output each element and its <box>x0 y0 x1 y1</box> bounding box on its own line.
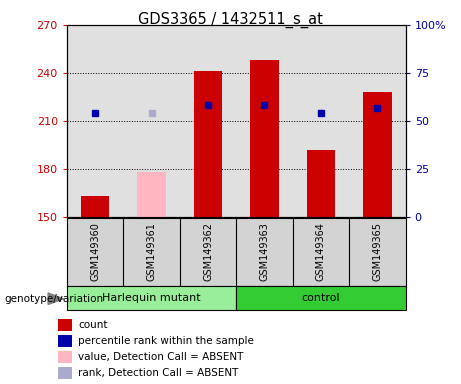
Text: GSM149364: GSM149364 <box>316 222 326 281</box>
Bar <box>307 150 335 217</box>
Bar <box>137 172 165 217</box>
Bar <box>236 286 406 310</box>
Text: genotype/variation: genotype/variation <box>5 294 104 304</box>
Text: GSM149363: GSM149363 <box>260 222 270 281</box>
Text: GSM149361: GSM149361 <box>147 222 157 281</box>
Polygon shape <box>48 293 64 305</box>
Text: control: control <box>301 293 340 303</box>
Bar <box>58 351 71 363</box>
Text: rank, Detection Call = ABSENT: rank, Detection Call = ABSENT <box>78 368 239 379</box>
Bar <box>194 71 222 217</box>
Bar <box>58 367 71 379</box>
Bar <box>363 92 391 217</box>
Text: GSM149362: GSM149362 <box>203 222 213 281</box>
Bar <box>58 335 71 347</box>
Text: GSM149360: GSM149360 <box>90 222 100 281</box>
Bar <box>58 319 71 331</box>
Text: GDS3365 / 1432511_s_at: GDS3365 / 1432511_s_at <box>138 12 323 28</box>
Text: value, Detection Call = ABSENT: value, Detection Call = ABSENT <box>78 352 243 362</box>
Text: Harlequin mutant: Harlequin mutant <box>102 293 201 303</box>
Text: percentile rank within the sample: percentile rank within the sample <box>78 336 254 346</box>
Bar <box>67 286 236 310</box>
Bar <box>250 60 278 217</box>
Text: count: count <box>78 320 108 330</box>
Text: GSM149365: GSM149365 <box>372 222 383 281</box>
Bar <box>81 196 109 217</box>
